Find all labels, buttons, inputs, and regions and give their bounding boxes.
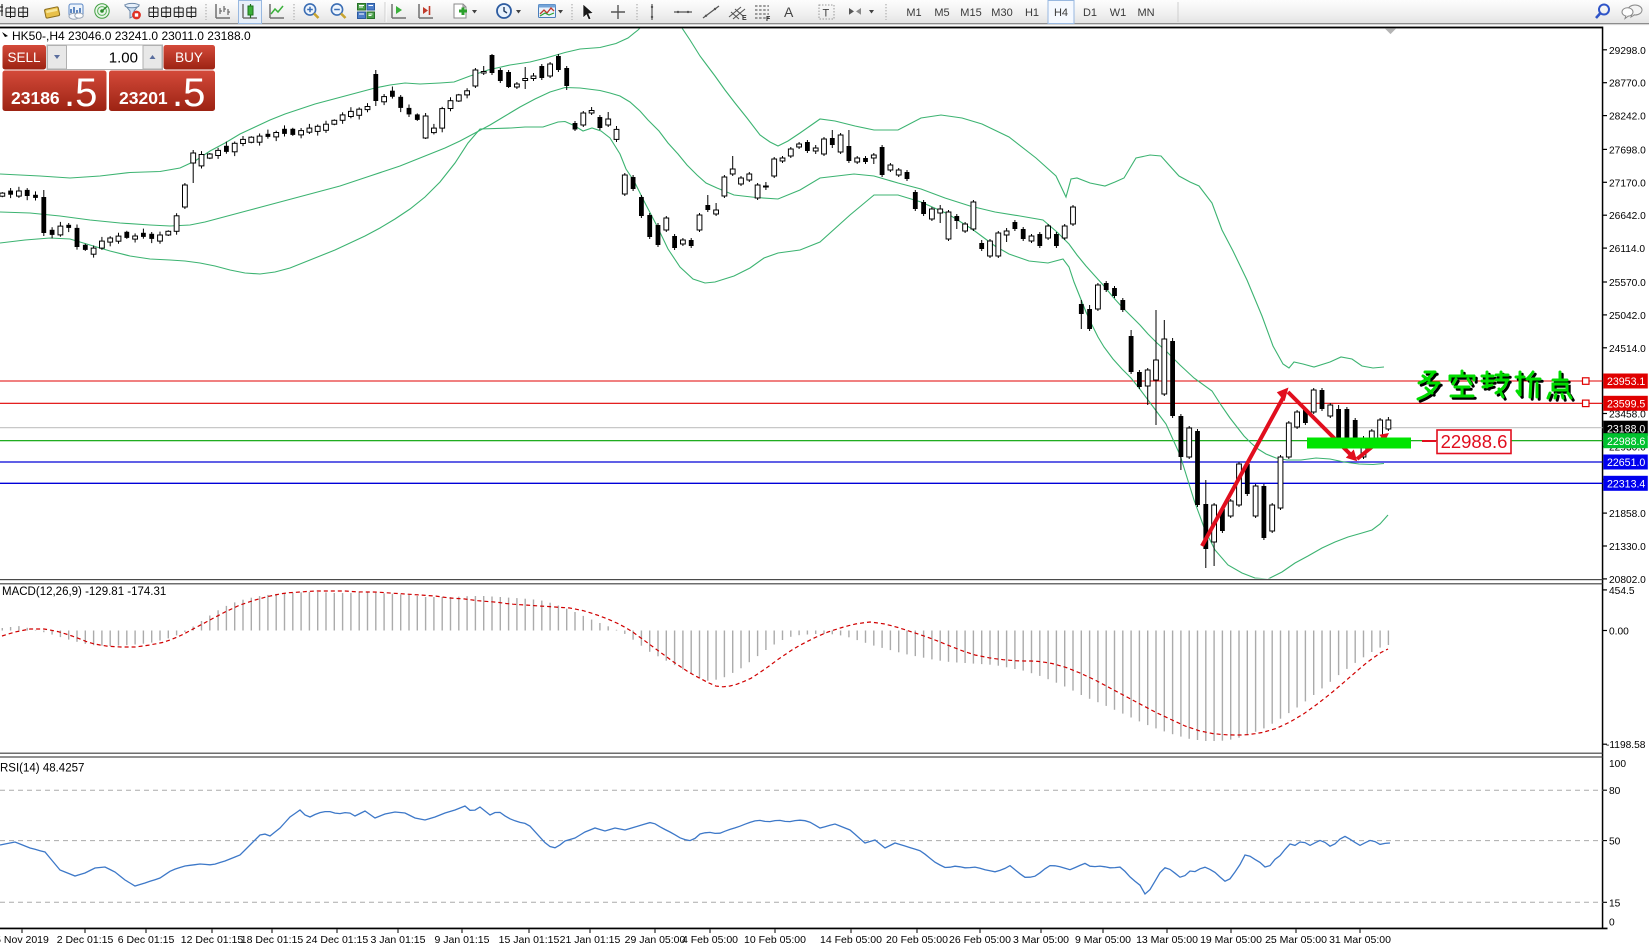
svg-text:.5: .5 bbox=[172, 71, 205, 115]
svg-text:25570.0: 25570.0 bbox=[1609, 278, 1646, 289]
svg-text:29298.0: 29298.0 bbox=[1609, 46, 1646, 57]
svg-text:3 Mar 05:00: 3 Mar 05:00 bbox=[1013, 934, 1069, 946]
svg-text:1.00: 1.00 bbox=[109, 50, 138, 67]
svg-text:19 Mar 05:00: 19 Mar 05:00 bbox=[1200, 934, 1262, 946]
svg-text:18 Dec 01:15: 18 Dec 01:15 bbox=[241, 934, 304, 946]
svg-text:21330.0: 21330.0 bbox=[1609, 542, 1646, 553]
svg-text:24 Dec 01:15: 24 Dec 01:15 bbox=[306, 934, 369, 946]
svg-text:W1: W1 bbox=[1110, 7, 1127, 19]
svg-text:3 Jan 01:15: 3 Jan 01:15 bbox=[371, 934, 426, 946]
svg-text:14 Feb 05:00: 14 Feb 05:00 bbox=[820, 934, 882, 946]
svg-text:31 Mar 05:00: 31 Mar 05:00 bbox=[1329, 934, 1391, 946]
svg-text:M15: M15 bbox=[960, 7, 981, 19]
svg-text:23186: 23186 bbox=[11, 88, 60, 108]
svg-text:27170.0: 27170.0 bbox=[1609, 178, 1646, 189]
svg-text:2 Dec 01:15: 2 Dec 01:15 bbox=[57, 934, 114, 946]
svg-text:HK50-,H4 23046.0 23241.0 2301: HK50-,H4 23046.0 23241.0 23011.0 23188.0 bbox=[12, 29, 251, 43]
svg-text:4 Feb 05:00: 4 Feb 05:00 bbox=[682, 934, 738, 946]
svg-text:26 Feb 05:00: 26 Feb 05:00 bbox=[949, 934, 1011, 946]
svg-text:22988.6: 22988.6 bbox=[1607, 436, 1645, 448]
svg-text:A: A bbox=[784, 4, 794, 20]
svg-text:50: 50 bbox=[1609, 837, 1621, 848]
svg-text:26642.0: 26642.0 bbox=[1609, 211, 1646, 222]
svg-text:M30: M30 bbox=[991, 7, 1012, 19]
svg-text:SELL: SELL bbox=[7, 50, 41, 65]
svg-text:15 Jan 01:15: 15 Jan 01:15 bbox=[499, 934, 560, 946]
svg-text:29 Jan 05:00: 29 Jan 05:00 bbox=[625, 934, 686, 946]
svg-text:5 Nov 2019: 5 Nov 2019 bbox=[0, 934, 49, 946]
svg-text:23458.0: 23458.0 bbox=[1609, 410, 1646, 421]
svg-text:20 Feb 05:00: 20 Feb 05:00 bbox=[886, 934, 948, 946]
svg-text:454.5: 454.5 bbox=[1609, 586, 1635, 597]
svg-text:0: 0 bbox=[1609, 918, 1615, 929]
svg-text:H4: H4 bbox=[1054, 7, 1068, 19]
svg-text:.5: .5 bbox=[64, 71, 97, 115]
svg-text:10 Feb 05:00: 10 Feb 05:00 bbox=[744, 934, 806, 946]
svg-text:20802.0: 20802.0 bbox=[1609, 575, 1646, 586]
svg-text:MN: MN bbox=[1137, 7, 1154, 19]
svg-text:22651.0: 22651.0 bbox=[1607, 457, 1645, 469]
svg-text:13 Mar 05:00: 13 Mar 05:00 bbox=[1136, 934, 1198, 946]
svg-text:F: F bbox=[766, 16, 771, 23]
svg-text:27698.0: 27698.0 bbox=[1609, 145, 1646, 156]
svg-text:21 Jan 01:15: 21 Jan 01:15 bbox=[560, 934, 621, 946]
svg-text:23953.1: 23953.1 bbox=[1607, 376, 1645, 388]
svg-text:-1198.58: -1198.58 bbox=[1606, 740, 1646, 751]
svg-text:23188.0: 23188.0 bbox=[1607, 423, 1645, 435]
svg-text:23599.5: 23599.5 bbox=[1607, 399, 1645, 411]
svg-text:28770.0: 28770.0 bbox=[1609, 79, 1646, 90]
svg-text:M5: M5 bbox=[934, 7, 949, 19]
svg-text:D1: D1 bbox=[1083, 7, 1097, 19]
svg-text:22988.6: 22988.6 bbox=[1441, 431, 1508, 452]
svg-text:23201: 23201 bbox=[119, 88, 168, 108]
svg-text:26114.0: 26114.0 bbox=[1609, 244, 1645, 255]
svg-text:25 Mar 05:00: 25 Mar 05:00 bbox=[1265, 934, 1327, 946]
svg-text:22313.4: 22313.4 bbox=[1607, 479, 1645, 491]
svg-text:15: 15 bbox=[1609, 898, 1621, 909]
svg-text:100: 100 bbox=[1609, 759, 1626, 770]
svg-text:E: E bbox=[742, 15, 747, 22]
svg-text:80: 80 bbox=[1609, 786, 1621, 797]
svg-text:BUY: BUY bbox=[175, 50, 203, 65]
svg-text:RSI(14) 48.4257: RSI(14) 48.4257 bbox=[0, 763, 84, 775]
svg-text:0.00: 0.00 bbox=[1609, 627, 1629, 638]
svg-text:9 Mar 05:00: 9 Mar 05:00 bbox=[1075, 934, 1131, 946]
svg-text:MACD(12,26,9) -129.81 -174.31: MACD(12,26,9) -129.81 -174.31 bbox=[2, 586, 166, 598]
svg-text:T: T bbox=[823, 8, 830, 20]
svg-text:H1: H1 bbox=[1025, 7, 1039, 19]
svg-text:9 Jan 01:15: 9 Jan 01:15 bbox=[435, 934, 490, 946]
svg-text:12 Dec 01:15: 12 Dec 01:15 bbox=[181, 934, 244, 946]
svg-text:25042.0: 25042.0 bbox=[1609, 311, 1646, 322]
svg-text:28242.0: 28242.0 bbox=[1609, 112, 1646, 123]
svg-text:21858.0: 21858.0 bbox=[1609, 509, 1646, 520]
svg-text:M1: M1 bbox=[906, 7, 921, 19]
svg-text:6 Dec 01:15: 6 Dec 01:15 bbox=[118, 934, 175, 946]
svg-text:24514.0: 24514.0 bbox=[1609, 344, 1646, 355]
